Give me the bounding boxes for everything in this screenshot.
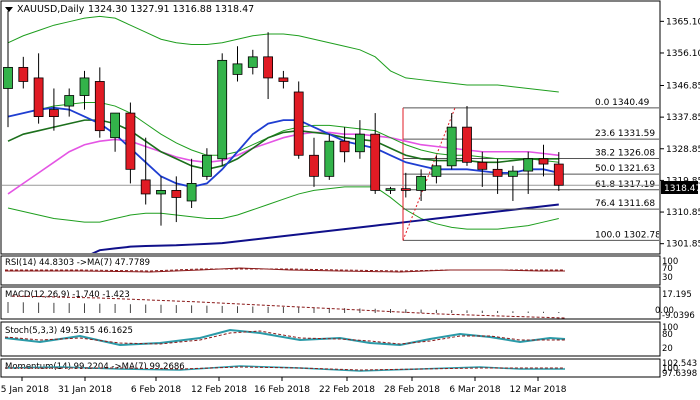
candle-body: [309, 154, 319, 177]
y-tick-label: 1310.85: [666, 208, 700, 218]
long-ma-line: [91, 203, 559, 253]
candle-body: [3, 66, 13, 89]
macd-scale-top: 17.195: [662, 290, 692, 300]
fib-level-label: 38.2 1326.08: [595, 149, 655, 159]
candle-body: [125, 112, 136, 170]
momentum-scale-bottom: 97.6398: [662, 369, 697, 379]
chart-ohlc: 1324.30 1327.91 1316.88 1318.47: [88, 4, 254, 15]
rsi-scale-70: 70: [662, 264, 673, 274]
y-tick-label: 1346.85: [666, 81, 700, 91]
candle-body: [171, 190, 182, 198]
candle-body: [339, 140, 350, 153]
y-tick-label: 1337.85: [666, 113, 700, 123]
candle-body: [477, 161, 488, 170]
fib-level-label: 61.8 1317.19: [595, 180, 655, 190]
x-tick-label: 28 Feb 2018: [384, 385, 440, 395]
momentum-scale-mid: 100: [662, 364, 678, 374]
candle-body: [354, 133, 365, 153]
candle-body: [94, 81, 105, 132]
stoch-scale-100: 100: [662, 323, 678, 333]
candle-body: [446, 126, 457, 167]
candle-body: [33, 77, 44, 118]
candle-body: [278, 77, 289, 82]
candle-body: [523, 158, 534, 172]
candle-body: [217, 59, 228, 160]
y-tick-label: 1301.85: [666, 240, 700, 250]
x-tick-label: 6 Feb 2018: [131, 385, 182, 395]
rsi-label: RSI(14) 44.8303 ->MA(7) 47.7789: [5, 258, 150, 268]
current-price-badge: [661, 181, 698, 194]
candle-body: [49, 109, 59, 118]
rsi-scale-30: 30: [662, 273, 673, 283]
x-tick-label: 16 Feb 2018: [254, 385, 310, 395]
candle-body: [156, 190, 166, 195]
x-tick-label: 12 Feb 2018: [191, 385, 247, 395]
momentum-scale-top: 102.543: [662, 359, 697, 369]
x-tick-label: 22 Feb 2018: [319, 385, 375, 395]
fib-level-label: 100.0 1302.78: [595, 230, 661, 240]
macd-scale-zero: 0.00: [655, 306, 674, 316]
fib-level-label: 76.4 1311.68: [595, 199, 655, 209]
candle-body: [18, 66, 29, 82]
x-tick-label: 25 Jan 2018: [0, 385, 49, 395]
fib-level-label: 23.6 1331.59: [595, 129, 655, 139]
candle-body: [263, 56, 274, 79]
y-tick-label: 1356.10: [666, 49, 700, 59]
x-tick-label: 6 Mar 2018: [449, 385, 501, 395]
macd-label: MACD(12,26,9) -1.740 -1.423: [5, 290, 130, 300]
momentum-pane: [0, 358, 661, 378]
current-price-label: 1318.47: [664, 184, 700, 194]
macd-signal-line: [11, 295, 566, 319]
macd-pane: [0, 286, 661, 320]
candle-body: [538, 158, 549, 165]
candle-body: [400, 188, 411, 191]
x-tick-label: 12 Mar 2018: [509, 385, 566, 395]
candle-body: [186, 182, 197, 202]
fib-level-label: 0.0 1340.49: [595, 98, 650, 108]
chart-collapse-icon[interactable]: [5, 7, 13, 12]
candle-body: [140, 179, 151, 195]
stoch-scale-20: 20: [662, 344, 673, 354]
candle-body: [247, 56, 258, 68]
candle-body: [232, 63, 243, 75]
rsi-ma-line: [5, 268, 565, 272]
candle-body: [492, 168, 503, 177]
stoch-scale-80: 80: [662, 330, 673, 340]
fib-level-label: 50.0 1321.63: [595, 164, 655, 174]
macd-scale-bottom: -9.0396: [662, 311, 695, 321]
candle-body: [462, 126, 472, 163]
bollinger-lower-line: [7, 186, 559, 230]
bollinger-upper-line: [7, 15, 559, 93]
y-tick-label: 1365.10: [666, 17, 700, 27]
candle-body: [553, 163, 564, 186]
x-tick-label: 31 Jan 2018: [58, 385, 112, 395]
rsi-scale-100: 100: [662, 257, 678, 267]
candle-body: [79, 77, 90, 96]
candle-body: [324, 140, 335, 177]
candle-body: [201, 154, 212, 177]
momentum-label: Momentum(14) 99.2204 ->MA(7) 99.2686: [5, 362, 185, 372]
stoch-signal-line: [4, 330, 565, 345]
momentum-ma-line: [5, 366, 565, 371]
candle-body: [64, 95, 75, 107]
candle-body: [293, 91, 304, 156]
candle-body: [370, 133, 381, 191]
y-tick-label: 1328.85: [666, 145, 700, 155]
chart-symbol: XAUUSD,Daily: [17, 4, 85, 15]
candle-body: [385, 188, 396, 191]
candle-body: [431, 165, 442, 177]
candle-body: [507, 170, 518, 177]
stoch-label: Stoch(5,3,3) 49.5315 46.1625: [5, 326, 133, 336]
candle-body: [416, 175, 427, 191]
candle-body: [110, 112, 120, 139]
